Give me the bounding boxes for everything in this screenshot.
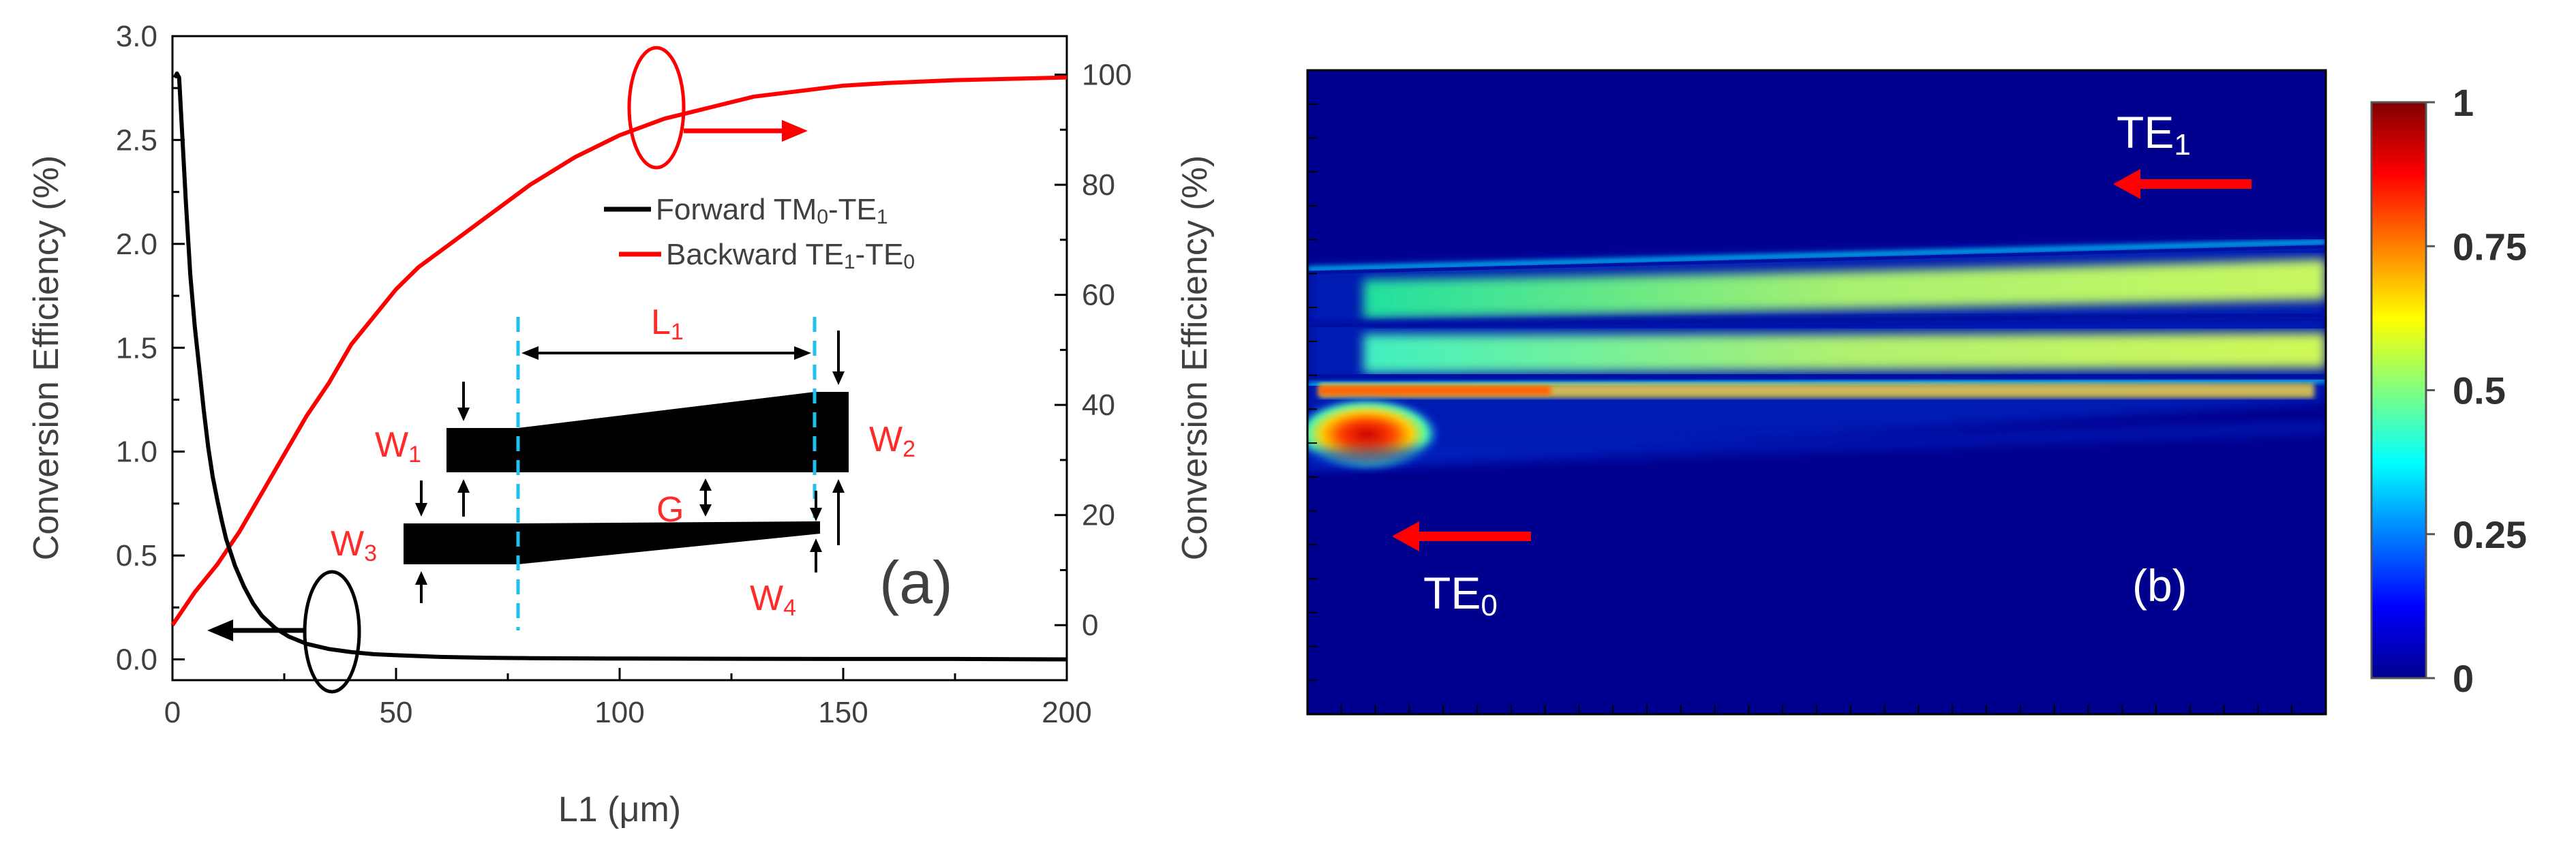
right-axis-indicator bbox=[627, 46, 808, 170]
x-tick-label-3: 150 bbox=[818, 696, 868, 729]
w4-arrowhead-top bbox=[810, 508, 822, 521]
y-left-tick-label-1: 0.5 bbox=[116, 539, 157, 572]
g-arrowhead-bottom bbox=[699, 504, 712, 517]
heatmap-dark-line-2 bbox=[1307, 311, 2326, 330]
w1-arrowhead-bottom bbox=[457, 479, 470, 493]
heatmap-field bbox=[1307, 70, 2326, 714]
w2-arrowhead-bottom bbox=[832, 479, 845, 493]
panel-a: 0 50 100 150 200 0.0 0.5 1.0 1.5 2.0 2.5 3.0 0 20 40… bbox=[27, 20, 1215, 829]
heatmap-hot-streak bbox=[1319, 383, 2314, 398]
y-axis-left: 0.0 0.5 1.0 1.5 2.0 2.5 3.0 bbox=[116, 20, 185, 677]
x-tick-label-2: 100 bbox=[594, 696, 644, 729]
y-left-tick-label-0: 0.0 bbox=[116, 643, 157, 677]
colorbar bbox=[2370, 101, 2427, 679]
x-tick-label-4: 200 bbox=[1042, 696, 1091, 729]
legend-label-forward: Forward TM0-TE1 bbox=[656, 193, 888, 228]
y-right-tick-label-5: 100 bbox=[1082, 59, 1132, 92]
legend-label-backward: Backward TE1-TE0 bbox=[666, 238, 915, 273]
series-forward-tm0-te1 bbox=[172, 71, 1067, 662]
panel-b: TE1 TE0 (b) 1 0.75 0.5 0.25 0 bbox=[1306, 69, 2527, 716]
waveguide-upper bbox=[446, 392, 849, 472]
legend: Forward TM0-TE1 Backward TE1-TE0 bbox=[604, 193, 915, 273]
l1-arrowhead-right bbox=[794, 346, 811, 360]
heatmap-band-lower bbox=[1363, 333, 2326, 373]
y-axis-right: 0 20 40 60 80 100 bbox=[1055, 59, 1132, 642]
colorbar-tick-label-3: 0.25 bbox=[2453, 513, 2527, 556]
l1-arrowhead-left bbox=[521, 346, 539, 360]
x-tick-label-1: 50 bbox=[380, 696, 413, 729]
colorbar-tick-label-4: 0 bbox=[2453, 657, 2474, 700]
arrowhead-te0 bbox=[1392, 521, 1419, 551]
series-backward-te1-te0 bbox=[170, 75, 1067, 626]
inset-label-w1: W1 bbox=[375, 425, 421, 468]
w2-arrowhead-top bbox=[832, 371, 845, 385]
y-axis-left-title: Conversion Efficiency (%) bbox=[27, 155, 66, 560]
panel-label-b: (b) bbox=[2132, 560, 2187, 611]
y-right-tick-label-0: 0 bbox=[1082, 609, 1098, 642]
x-axis: 0 50 100 150 200 bbox=[164, 668, 1092, 729]
inset-label-l1: L1 bbox=[651, 303, 684, 345]
arrowhead-te1 bbox=[2113, 169, 2140, 199]
inset-label-w3: W3 bbox=[331, 524, 377, 566]
y-right-tick-label-3: 60 bbox=[1082, 279, 1115, 312]
heatmap-hot-streak-core bbox=[1319, 386, 1551, 395]
indicator-arrowhead-black bbox=[207, 620, 233, 641]
left-axis-indicator bbox=[207, 570, 361, 694]
coupler-inset: L1 W1 W2 G W3 bbox=[331, 303, 915, 630]
panel-label-a: (a) bbox=[879, 549, 953, 616]
w3-arrowhead-top bbox=[415, 503, 427, 517]
label-te1: TE1 bbox=[2117, 107, 2191, 162]
heatmap-ticks bbox=[1307, 103, 2293, 714]
colorbar-tick-label-0: 1 bbox=[2453, 81, 2474, 124]
x-tick-label-0: 0 bbox=[164, 696, 181, 729]
indicator-ellipse-black bbox=[303, 570, 361, 694]
y-right-tick-label-1: 20 bbox=[1082, 499, 1115, 532]
heatmap-lower-fringe bbox=[1307, 421, 2326, 470]
y-left-tick-label-2: 1.0 bbox=[116, 435, 157, 469]
inset-label-g: G bbox=[656, 490, 684, 530]
colorbar-tick-label-1: 0.75 bbox=[2453, 225, 2527, 268]
y-axis-right-title: Conversion Efficiency (%) bbox=[1175, 155, 1215, 560]
indicator-arrowhead-red bbox=[782, 120, 808, 142]
y-left-tick-label-4: 2.0 bbox=[116, 228, 157, 261]
y-right-tick-label-4: 80 bbox=[1082, 168, 1115, 202]
colorbar-tick-label-2: 0.5 bbox=[2453, 369, 2506, 412]
heatmap-edge-top bbox=[1307, 240, 2326, 271]
g-arrowhead-top bbox=[699, 478, 712, 491]
indicator-ellipse-red bbox=[627, 46, 686, 170]
inset-label-w2: W2 bbox=[869, 420, 915, 462]
colorbar-ticks: 1 0.75 0.5 0.25 0 bbox=[2426, 81, 2527, 700]
y-left-tick-label-6: 3.0 bbox=[116, 20, 157, 53]
w4-arrowhead-bottom bbox=[810, 538, 822, 552]
y-left-tick-label-3: 1.5 bbox=[116, 331, 157, 365]
x-axis-title: L1 (μm) bbox=[558, 790, 681, 829]
label-te0: TE0 bbox=[1423, 568, 1498, 622]
waveguide-lower bbox=[404, 521, 820, 564]
w1-arrowhead-top bbox=[457, 408, 470, 421]
inset-label-w4: W4 bbox=[750, 579, 796, 621]
y-left-tick-label-5: 2.5 bbox=[116, 123, 157, 157]
heatmap-band-upper bbox=[1363, 259, 2326, 319]
w3-arrowhead-bottom bbox=[415, 571, 427, 585]
y-right-tick-label-2: 40 bbox=[1082, 388, 1115, 422]
